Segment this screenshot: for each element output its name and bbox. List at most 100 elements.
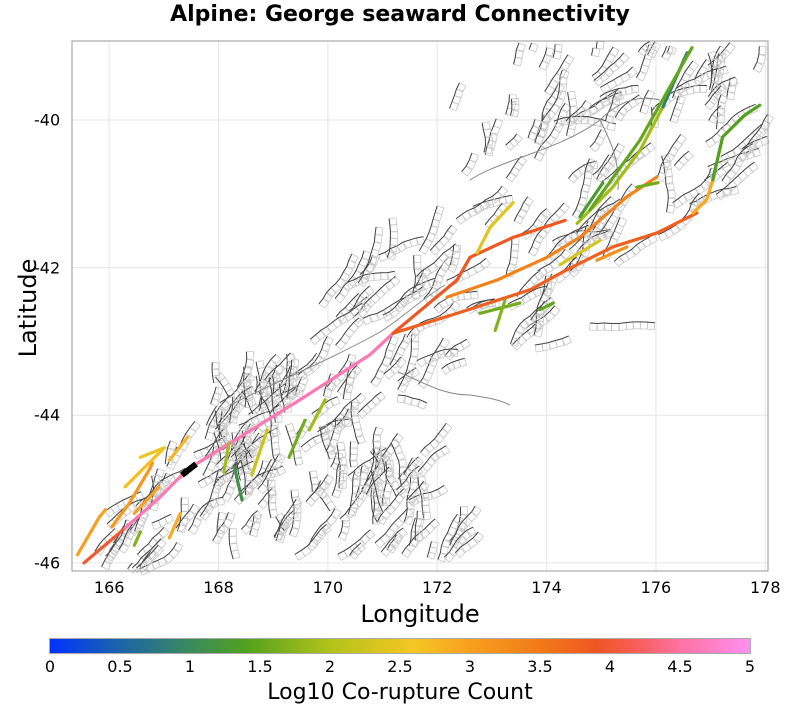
colorbar-tick-label: 0.5	[107, 657, 133, 676]
background-fault	[444, 338, 471, 361]
background-fault	[720, 123, 768, 164]
background-fault	[337, 529, 376, 561]
y-axis-label: Latitude	[14, 258, 42, 358]
background-fault	[510, 98, 520, 118]
x-axis-label: Longitude	[360, 600, 480, 628]
background-fault	[505, 133, 523, 151]
co-rupture-segment	[307, 398, 327, 432]
co-rupture-segment	[123, 473, 184, 530]
background-fault	[286, 359, 299, 400]
background-fault	[305, 480, 328, 507]
background-fault	[336, 441, 348, 489]
background-fault	[249, 514, 262, 538]
background-fault	[637, 40, 654, 57]
x-tick-label: 178	[749, 578, 781, 597]
background-fault	[401, 518, 441, 559]
background-fault	[297, 335, 334, 381]
y-tick-label: -40	[34, 110, 61, 130]
co-rupture-segment	[691, 178, 715, 215]
background-fault	[377, 488, 410, 526]
x-tick-label: 168	[203, 578, 234, 597]
background-fault	[272, 373, 282, 396]
co-rupture-segment	[132, 530, 142, 547]
background-fault	[417, 337, 450, 389]
background-fault	[216, 511, 227, 534]
background-fault	[534, 335, 572, 353]
co-rupture-segment	[558, 238, 602, 267]
background-fault	[461, 152, 479, 177]
co-rupture-segment	[478, 301, 522, 315]
background-fault	[538, 47, 555, 71]
background-fault	[441, 357, 468, 375]
colorbar-tick-label: 3	[464, 657, 476, 676]
background-fault	[289, 489, 302, 538]
background-fault	[443, 526, 477, 563]
background-fault	[449, 82, 467, 112]
grid-lines	[72, 41, 768, 571]
background-fault	[481, 121, 493, 155]
background-fault	[726, 77, 738, 101]
background-fault	[674, 65, 729, 96]
background-fault	[454, 531, 485, 559]
background-fault	[318, 253, 359, 309]
background-fault	[414, 510, 425, 541]
y-tick-label: -46	[34, 553, 61, 573]
y-tick-label: -44	[34, 405, 61, 425]
background-fault	[370, 335, 399, 388]
background-fault	[417, 445, 451, 477]
background-fault	[211, 362, 222, 384]
background-fault	[370, 468, 390, 513]
background-fault	[707, 50, 720, 92]
colorbar-tick-label: 2.5	[387, 657, 413, 676]
background-fault	[591, 47, 601, 58]
background-fault	[319, 424, 337, 460]
background-fault	[484, 202, 509, 230]
co-rupture-segment	[538, 301, 555, 312]
background-fault	[552, 43, 563, 60]
background-fault	[704, 85, 727, 111]
background-fault	[202, 445, 222, 479]
background-fault	[602, 216, 627, 261]
background-fault	[405, 480, 430, 506]
background-fault	[544, 54, 575, 96]
background-fault	[210, 386, 224, 407]
background-fault	[707, 76, 739, 102]
co-rupture-segment	[711, 103, 762, 182]
co-rupture-segment	[475, 201, 515, 255]
background-fault	[229, 396, 241, 424]
background-fault	[418, 205, 445, 255]
background-fault	[505, 155, 528, 183]
background-fault	[337, 519, 351, 541]
background-fault	[118, 523, 139, 554]
co-rupture-segment	[194, 331, 395, 466]
background-fault	[278, 382, 292, 413]
x-tick-label: 166	[93, 578, 125, 597]
colorbar-tick-label: 1	[184, 657, 196, 676]
background-fault	[639, 89, 656, 115]
background-fault	[613, 233, 659, 268]
background-fault	[593, 52, 630, 87]
background-fault	[199, 470, 226, 521]
background-fault	[673, 150, 694, 171]
background-fault	[365, 447, 382, 487]
background-fault	[721, 143, 757, 186]
colorbar-tick-label: 0	[44, 657, 56, 676]
background-faults	[94, 40, 775, 576]
background-fault	[350, 401, 366, 445]
background-fault	[228, 528, 241, 560]
background-fault	[565, 90, 578, 138]
background-fault	[595, 40, 605, 50]
background-fault	[403, 457, 420, 479]
colorbar-tick-label: 2	[324, 657, 336, 676]
chart-title: Alpine: George seaward Connectivity	[170, 2, 630, 27]
background-fault	[513, 196, 534, 225]
background-fault	[415, 243, 461, 282]
background-fault	[240, 458, 254, 496]
colorbar-tick-label: 4.5	[667, 657, 693, 676]
colorbar-label: Log10 Co-rupture Count	[267, 680, 533, 705]
x-tick-label: 176	[640, 578, 672, 597]
background-fault	[331, 463, 346, 499]
background-fault	[242, 439, 259, 459]
x-tick-label: 172	[421, 578, 453, 597]
background-fault	[426, 541, 439, 560]
